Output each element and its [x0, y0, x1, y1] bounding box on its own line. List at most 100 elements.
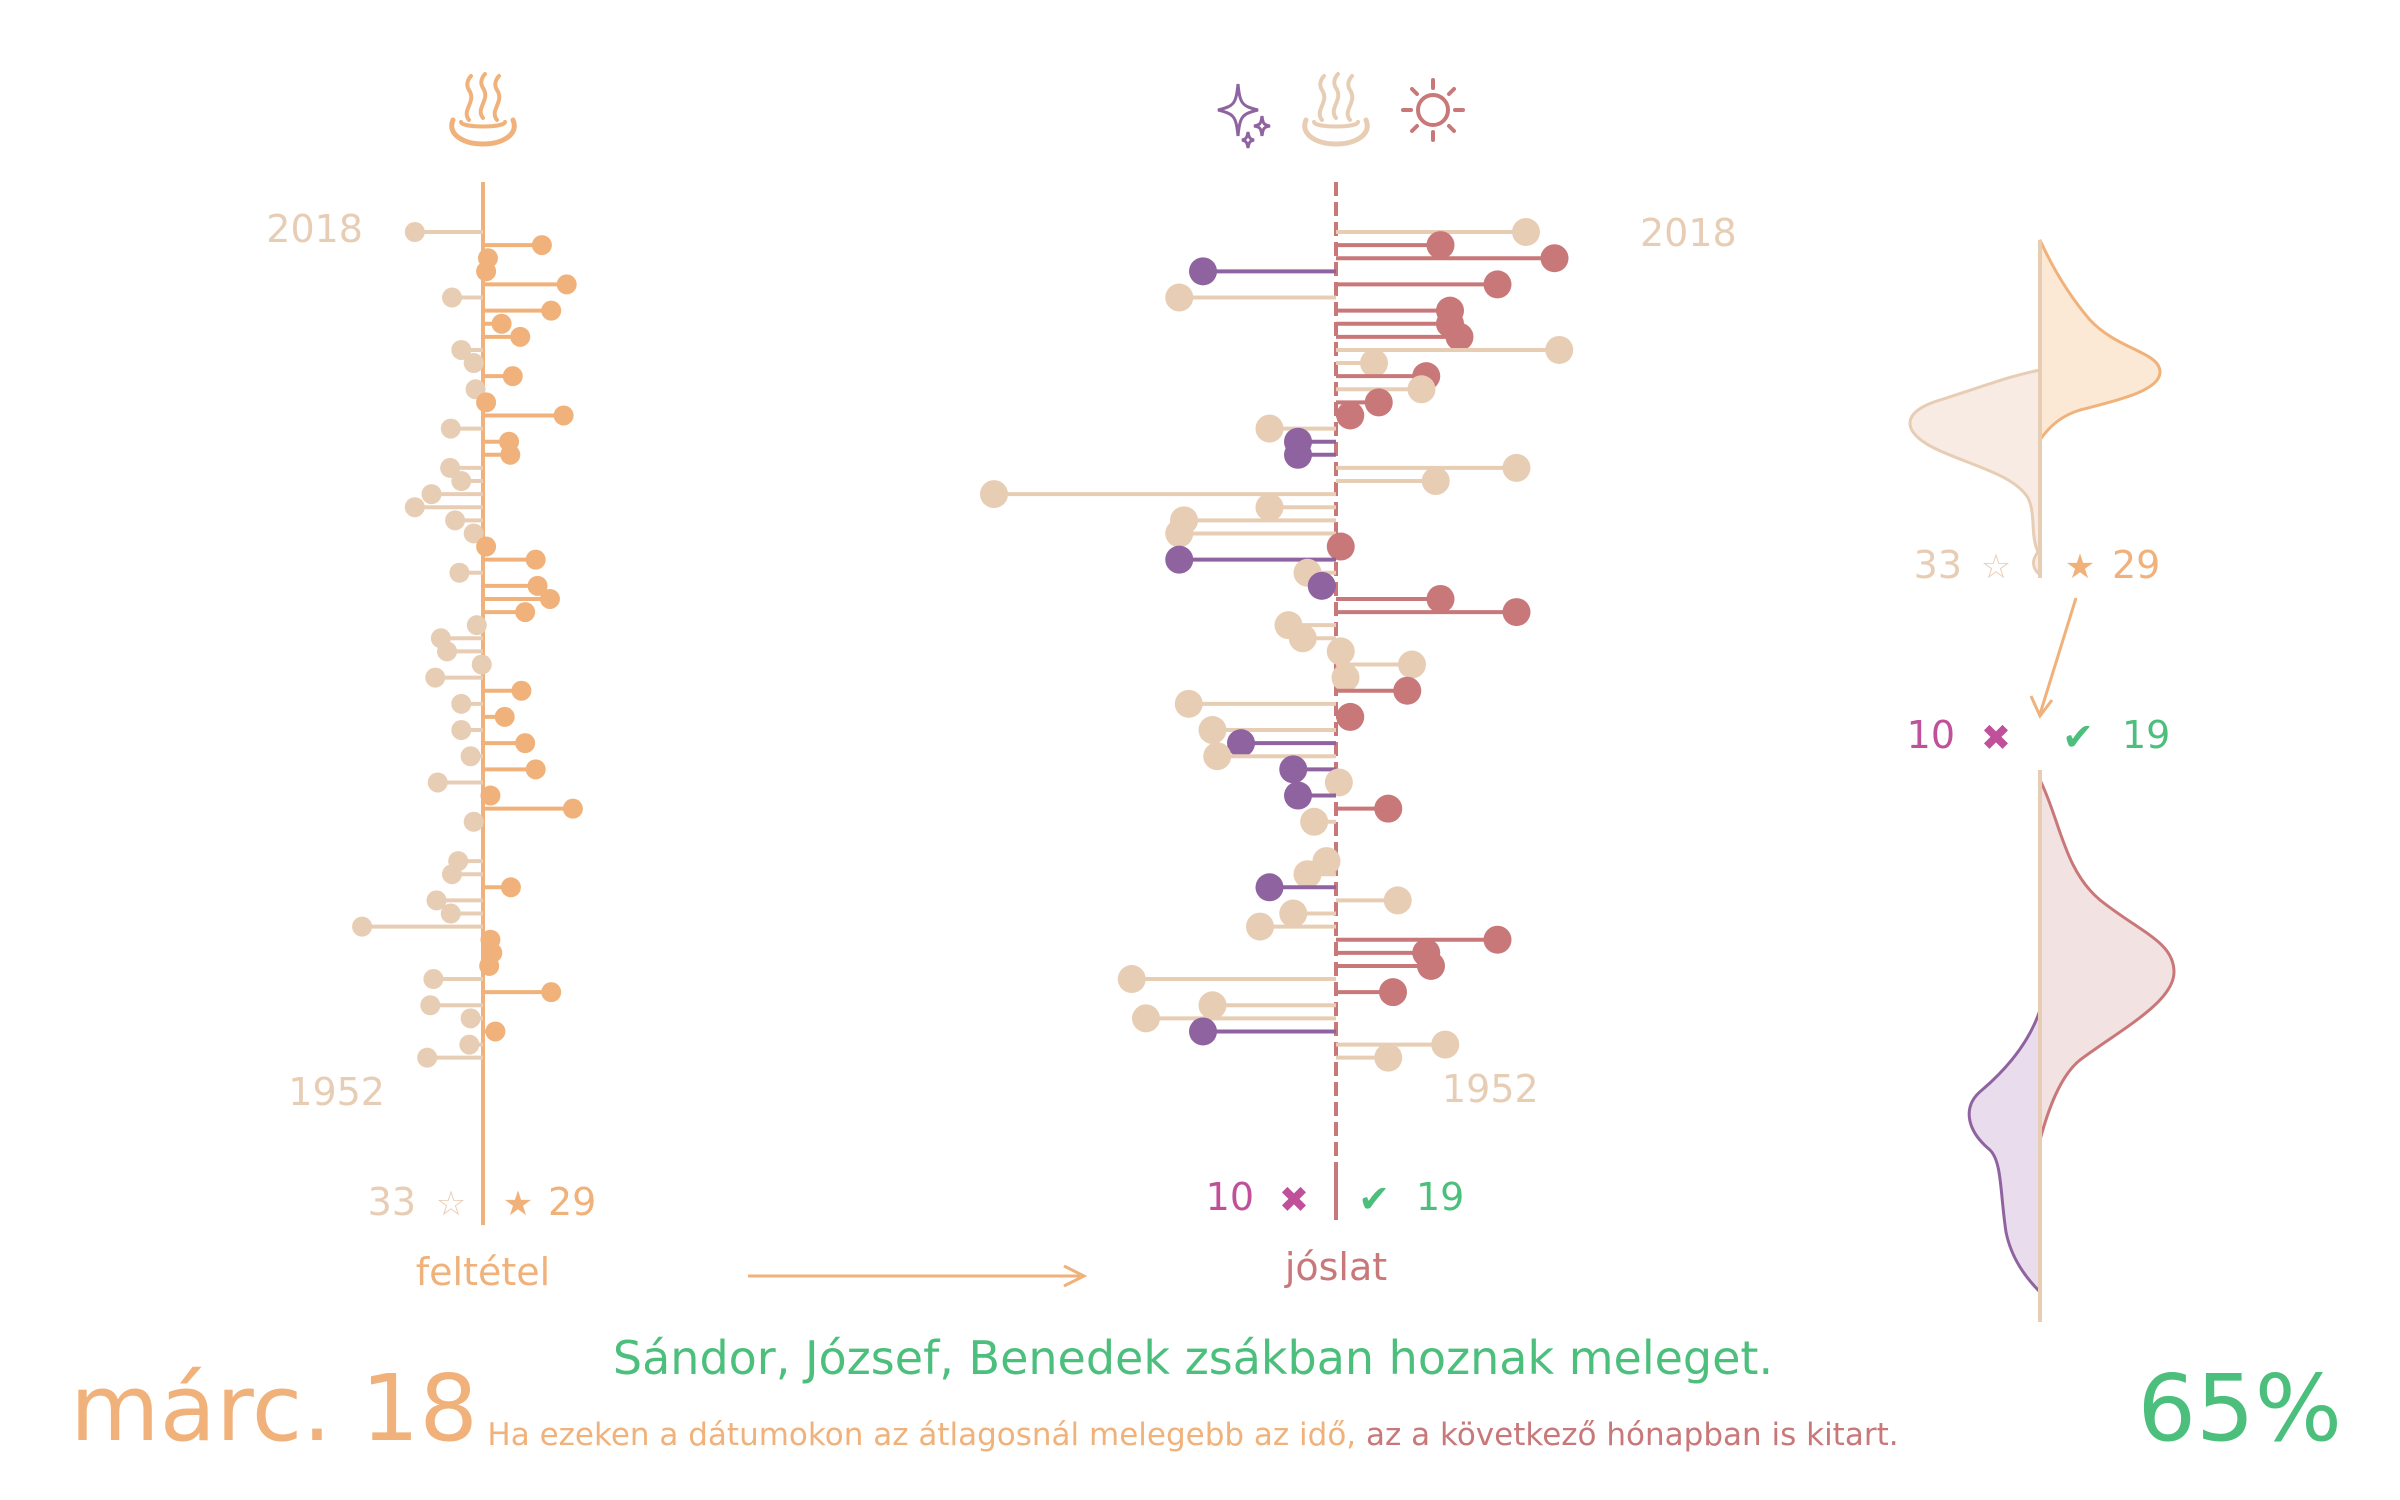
- prediction-lollipop-dot: [1417, 951, 1445, 980]
- prediction-density-success: [2038, 779, 2176, 1141]
- condition-lollipop-dot: [556, 274, 577, 295]
- prediction-lollipop-dot: [1165, 519, 1194, 548]
- prediction-lollipop-dot: [1364, 388, 1393, 417]
- condition-lollipop-2010: [483, 326, 531, 347]
- condition-lollipop-1993: [483, 549, 546, 570]
- condition-lollipop-1955: [417, 1047, 483, 1068]
- percentage: 65%: [2138, 1355, 2342, 1462]
- prediction-lollipop-1980: [1198, 716, 1336, 745]
- prediction-lollipop-2013: [1165, 283, 1336, 312]
- condition-lollipop-1999: [451, 471, 483, 492]
- prediction-lollipop-2001: [1284, 440, 1336, 469]
- condition-title: feltétel: [416, 1250, 550, 1294]
- prediction-lollipop-dot: [1279, 899, 1308, 928]
- prediction-lollipop-1990: [1336, 584, 1455, 613]
- prediction-lollipop-2011: [1336, 309, 1464, 338]
- condition-lollipop-dot: [541, 300, 562, 321]
- condition-left-count: 33: [368, 1180, 416, 1224]
- condition-lollipop-1995: [463, 523, 484, 544]
- date-label: márc. 18: [70, 1355, 478, 1462]
- prediction-lollipop-dot: [1374, 794, 1403, 823]
- condition-lollipop-dot: [491, 313, 512, 334]
- condition-lollipop-dot: [451, 339, 472, 360]
- condition-lollipop-dot: [500, 877, 521, 898]
- connector-arrow: [2038, 597, 2078, 715]
- condition-lollipop-dot: [502, 366, 523, 387]
- prediction-lollipop-dot: [1502, 598, 1531, 627]
- condition-lollipop-2005: [476, 392, 497, 413]
- condition-lollipop-dot: [437, 641, 458, 662]
- condition-lollipop-dot: [471, 654, 492, 675]
- prediction-lollipop-dot: [1360, 349, 1388, 378]
- condition-lollipop-1998: [421, 484, 483, 505]
- prediction-lollipop-dot: [1189, 1017, 1217, 1046]
- prediction-lollipop-dot: [1421, 467, 1450, 496]
- condition-lollipop-dot: [442, 287, 462, 308]
- condition-lollipop-dot: [515, 602, 536, 623]
- condition-lollipop-dot: [553, 405, 574, 426]
- prediction-lollipop-dot: [1227, 729, 1255, 758]
- prediction-lollipop-dot: [1336, 401, 1365, 430]
- condition-lollipop-dot: [442, 864, 462, 885]
- sun-icon: [1401, 78, 1465, 142]
- condition-lollipop-dot: [417, 1047, 438, 1068]
- dist-left-count: 33: [1914, 543, 1962, 587]
- prediction-lollipop-1966: [1279, 899, 1336, 928]
- prediction-lollipop-dot: [1307, 571, 1336, 600]
- prediction-lollipop-dot: [1540, 244, 1569, 273]
- prediction-lollipop-dot: [980, 480, 1008, 509]
- prediction-lollipop-dot: [1426, 231, 1455, 260]
- prediction-lollipop-2005: [1336, 388, 1393, 417]
- condition-lollipop-dot: [511, 680, 532, 701]
- condition-lollipop-dot: [485, 1021, 506, 1042]
- cross-icon: ✖: [1279, 1180, 1309, 1221]
- prediction-lollipop-1995: [1165, 519, 1336, 548]
- condition-lollipop-dot: [420, 995, 441, 1016]
- condition-lollipop-dot: [463, 811, 484, 832]
- prediction-lollipop-1982: [1174, 689, 1336, 718]
- prediction-lollipop-1974: [1336, 794, 1403, 823]
- condition-lollipop-dot: [466, 615, 487, 636]
- condition-lollipop-1969: [442, 864, 483, 885]
- sparkles-icon: [1217, 83, 1271, 149]
- condition-lollipop-dot: [427, 772, 448, 793]
- condition-lollipop-1957: [483, 1021, 506, 1042]
- prediction-lollipop-1965: [1246, 912, 1336, 941]
- condition-lollipop-1981: [483, 706, 515, 727]
- prediction-lollipop-1981: [1336, 702, 1365, 731]
- prediction-lollipop-1989: [1336, 598, 1531, 627]
- condition-lollipop-dot: [531, 235, 552, 256]
- dist-success-count: 19: [2122, 713, 2170, 757]
- prediction-density-fail: [1967, 1009, 2042, 1296]
- check-icon: ✔: [2062, 715, 2094, 759]
- condition-lollipop-dot: [479, 955, 500, 976]
- prediction-lollipop-1977: [1279, 755, 1336, 784]
- dist-right-count: 29: [2112, 543, 2160, 587]
- condition-lollipop-1959: [420, 995, 483, 1016]
- condition-lollipop-dot: [525, 549, 546, 570]
- prediction-lollipop-dot: [1203, 742, 1232, 771]
- condition-lollipop-1966: [440, 903, 483, 924]
- condition-lollipop-2001: [483, 444, 521, 465]
- condition-lollipop-dot: [562, 798, 583, 819]
- condition-lollipop-dot: [494, 706, 515, 727]
- prediction-lollipop-1957: [1189, 1017, 1336, 1046]
- saying: Sándor, József, Benedek zsákban hoznak m…: [613, 1331, 1773, 1385]
- prediction-lollipop-dot: [1374, 1043, 1403, 1072]
- condition-lollipops: [352, 222, 583, 1068]
- prediction-year-bottom: 1952: [1442, 1067, 1539, 1111]
- condition-lollipop-dot: [425, 667, 446, 688]
- prediction-lollipop-2000: [1336, 453, 1531, 482]
- condition-lollipop-dot: [451, 720, 472, 741]
- condition-lollipop-1980: [451, 720, 483, 741]
- prediction-lollipop-1991: [1307, 571, 1336, 600]
- condition-lollipop-dot: [421, 484, 442, 505]
- prediction-lollipop-dot: [1117, 965, 1146, 994]
- condition-lollipop-2007: [483, 366, 523, 387]
- condition-lollipop-1989: [483, 602, 536, 623]
- prediction-fail-count: 10: [1206, 1175, 1254, 1219]
- condition-year-bottom: 1952: [288, 1070, 385, 1114]
- prediction-lollipop-1986: [1326, 637, 1355, 666]
- prediction-lollipop-1960: [1336, 978, 1407, 1007]
